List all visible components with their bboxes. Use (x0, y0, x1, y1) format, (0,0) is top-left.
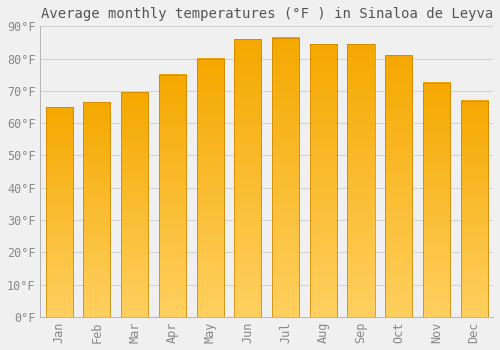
Bar (159, 75, 186, 317)
Bar (196, 58, 224, 317)
Bar (423, 83, 450, 317)
Bar (234, 39, 262, 317)
Title: Average monthly temperatures (°F ) in Sinaloa de Leyva: Average monthly temperatures (°F ) in Si… (40, 7, 493, 21)
Bar (159, 75, 186, 317)
Bar (272, 37, 299, 317)
Bar (46, 107, 73, 317)
Bar (84, 102, 110, 317)
Bar (121, 92, 148, 317)
Bar (460, 100, 488, 317)
Bar (234, 39, 262, 317)
Bar (385, 55, 412, 317)
Bar (348, 44, 374, 317)
Bar (121, 92, 148, 317)
Bar (310, 44, 337, 317)
Bar (310, 44, 337, 317)
Bar (196, 58, 224, 317)
Bar (348, 44, 374, 317)
Bar (460, 100, 488, 317)
Bar (84, 102, 110, 317)
Bar (385, 55, 412, 317)
Bar (423, 83, 450, 317)
Bar (46, 107, 73, 317)
Bar (272, 37, 299, 317)
